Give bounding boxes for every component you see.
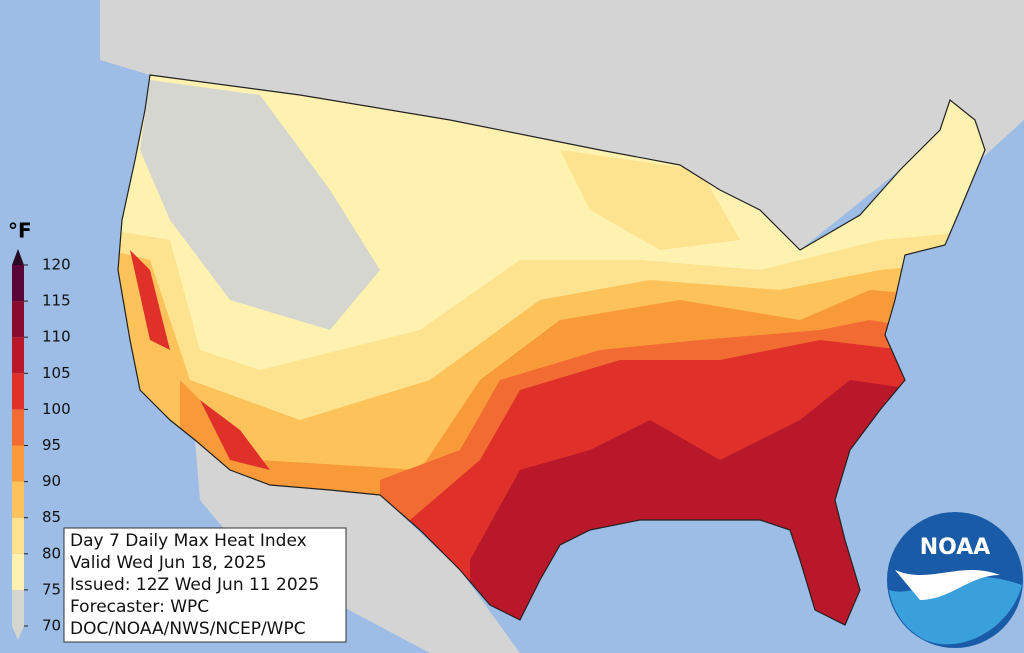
info-frame	[63, 527, 347, 643]
info-line: Forecaster: WPC	[70, 597, 209, 617]
info-line: DOC/NOAA/NWS/NCEP/WPC	[70, 619, 306, 639]
colorbar-segment	[12, 517, 24, 554]
region	[140, 80, 380, 330]
colorbar-segment	[12, 337, 24, 374]
colorbar-tick-label: 70	[42, 617, 61, 635]
colorbar: 70 75 80 85 90 95 100 105 110 115 120	[12, 249, 71, 640]
colorbar-segment	[12, 265, 24, 302]
info-line: Issued: 12Z Wed Jun 11 2025	[70, 575, 319, 595]
canada	[100, 0, 1024, 250]
us-outline	[117, 74, 986, 626]
info-line: Day 7 Daily Max Heat Index	[70, 531, 307, 551]
colorbar-tick-label: 115	[42, 292, 71, 310]
colorbar-segment	[12, 301, 24, 338]
legend-unit: °F	[8, 219, 32, 243]
mexico	[195, 440, 520, 653]
colorbar-segment	[12, 409, 24, 446]
colorbar-tick-label: 105	[42, 364, 71, 382]
colorbar-tick-label: 90	[42, 472, 61, 490]
colorbar-segment	[12, 373, 24, 410]
colorbar-segment	[12, 481, 24, 518]
info-line: Valid Wed Jun 18, 2025	[70, 553, 267, 573]
colorbar-high-tip	[12, 249, 24, 265]
logo-text: NOAA	[920, 535, 991, 560]
colorbar-tick-label: 85	[42, 508, 61, 526]
colorbar-tick-label: 80	[42, 544, 61, 562]
colorbar-tick-label: 75	[42, 580, 61, 598]
colorbar-tick-label: 95	[42, 436, 61, 454]
colorbar-segment	[12, 445, 24, 482]
colorbar-tick-label: 100	[42, 400, 71, 418]
colorbar-segment	[12, 553, 24, 590]
colorbar-low-tip	[12, 626, 24, 640]
logo-gull	[895, 570, 1000, 600]
noaa-logo: NOAA	[887, 512, 1023, 648]
colorbar-segment	[12, 589, 24, 626]
region	[130, 250, 270, 470]
colorbar-tick-label: 110	[42, 328, 71, 346]
colorbar-tick-label: 120	[42, 256, 71, 274]
